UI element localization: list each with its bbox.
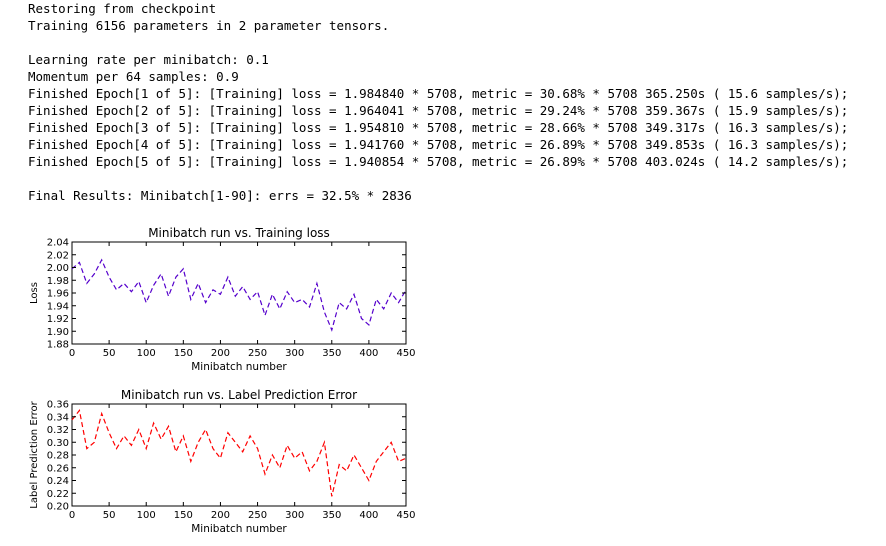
- y-tick-label: 2.02: [47, 250, 69, 261]
- x-tick-label: 50: [103, 348, 116, 359]
- y-tick-label: 2.00: [47, 263, 69, 274]
- plot-frame: [71, 403, 407, 507]
- x-tick-label: 150: [174, 510, 193, 521]
- x-tick-label: 50: [103, 510, 116, 521]
- console-blank-line: [28, 170, 848, 187]
- console-line: Learning rate per minibatch: 0.1: [28, 52, 269, 67]
- y-tick-label: 0.30: [47, 438, 69, 449]
- console-output: Restoring from checkpoint Training 6156 p…: [28, 0, 848, 204]
- y-tick-label: 0.22: [47, 489, 69, 500]
- console-blank-line: [28, 34, 848, 51]
- loss-chart: Minibatch run vs. Training loss 0 50 100 150…: [29, 226, 416, 373]
- y-tick-label: 0.36: [47, 400, 69, 411]
- loss-plot: Minibatch run vs. Training loss 0 50 100 150…: [0, 220, 430, 380]
- x-tick-label: 400: [359, 510, 378, 521]
- x-tick-label: 0: [69, 348, 75, 359]
- y-tick-label: 0.34: [47, 412, 69, 423]
- error-chart: Minibatch run vs. Label Prediction Error…: [29, 388, 416, 535]
- console-line: Momentum per 64 samples: 0.9: [28, 69, 239, 84]
- x-tick-label: 400: [359, 348, 378, 359]
- y-tick-label: 0.28: [47, 451, 69, 462]
- y-tick-label: 0.32: [47, 425, 69, 436]
- y-tick-label: 1.98: [47, 276, 69, 287]
- x-tick-label: 300: [285, 348, 304, 359]
- x-tick-label: 200: [211, 348, 230, 359]
- x-tick-label: 350: [322, 510, 341, 521]
- console-line: Restoring from checkpoint: [28, 1, 217, 16]
- y-tick-label: 1.92: [47, 314, 69, 325]
- y-tick-label: 0.24: [47, 476, 69, 487]
- x-tick-label: 200: [211, 510, 230, 521]
- x-tick-label: 150: [174, 348, 193, 359]
- console-line: Finished Epoch[2 of 5]: [Training] loss …: [28, 103, 849, 118]
- chart-title: Minibatch run vs. Training loss: [148, 226, 330, 240]
- series-line: [71, 258, 407, 332]
- y-axis-label: Label Prediction Error: [29, 400, 40, 508]
- y-tick-label: 2.04: [47, 238, 69, 249]
- x-tick-label: 0: [69, 510, 75, 521]
- y-tick-label: 1.96: [47, 289, 69, 300]
- console-line: Training 6156 parameters in 2 parameter …: [28, 18, 390, 33]
- x-tick-label: 300: [285, 510, 304, 521]
- x-axis-label: Minibatch number: [191, 523, 287, 535]
- x-tick-label: 100: [137, 348, 156, 359]
- console-line: Final Results: Minibatch[1-90]: errs = 3…: [28, 188, 412, 203]
- x-tick-label: 250: [248, 348, 267, 359]
- y-tick-label: 0.26: [47, 463, 69, 474]
- x-tick-label: 450: [396, 510, 415, 521]
- console-line: Finished Epoch[5 of 5]: [Training] loss …: [28, 154, 849, 169]
- y-tick-label: 1.94: [47, 301, 69, 312]
- console-line: Finished Epoch[3 of 5]: [Training] loss …: [28, 120, 849, 135]
- y-axis-label: Loss: [29, 282, 40, 304]
- x-tick-label: 350: [322, 348, 341, 359]
- series-line: [71, 408, 407, 497]
- x-axis-label: Minibatch number: [191, 361, 287, 373]
- console-line: Finished Epoch[1 of 5]: [Training] loss …: [28, 86, 849, 101]
- x-tick-label: 100: [137, 510, 156, 521]
- console-line: Finished Epoch[4 of 5]: [Training] loss …: [28, 137, 849, 152]
- error-plot: Minibatch run vs. Label Prediction Error…: [0, 384, 430, 546]
- chart-title: Minibatch run vs. Label Prediction Error: [121, 388, 357, 402]
- plot-frame: [71, 241, 407, 345]
- x-tick-label: 250: [248, 510, 267, 521]
- y-tick-label: 0.20: [47, 502, 69, 513]
- y-tick-label: 1.90: [47, 327, 69, 338]
- x-tick-label: 450: [396, 348, 415, 359]
- y-tick-label: 1.88: [47, 340, 69, 351]
